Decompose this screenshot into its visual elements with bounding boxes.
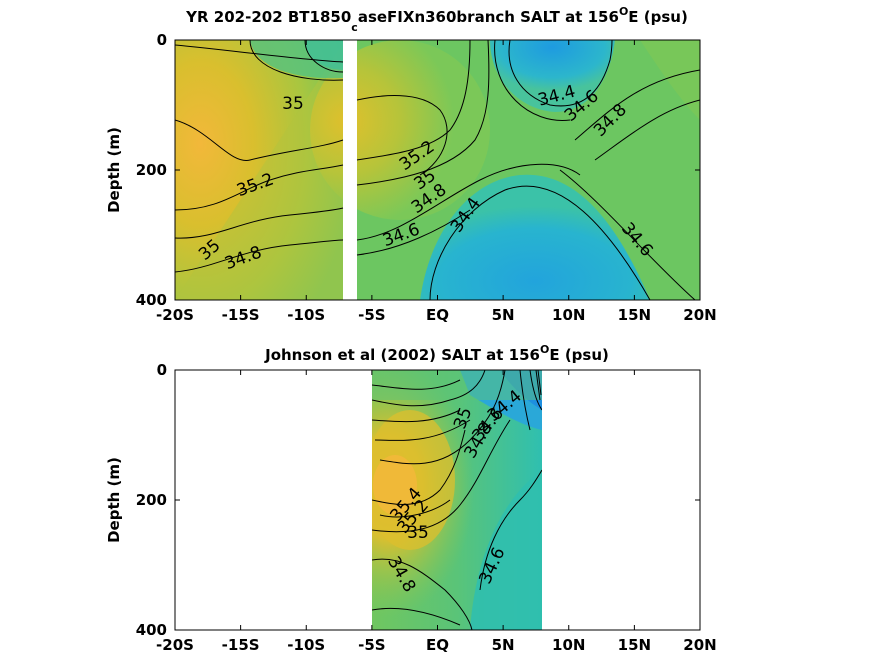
y-tick-label: 200 bbox=[136, 491, 167, 509]
y-tick-label: 200 bbox=[136, 161, 167, 179]
panel1-y-ticks: 0 200 400 bbox=[136, 31, 700, 309]
panel2-y-ticks: 0 200 400 bbox=[136, 361, 700, 639]
x-tick-label: -15S bbox=[222, 306, 260, 324]
x-tick-label: -5S bbox=[358, 636, 385, 654]
x-tick-label: -15S bbox=[222, 636, 260, 654]
panel2-field bbox=[372, 370, 542, 630]
panel2-contours bbox=[372, 370, 542, 630]
x-tick-label: 15N bbox=[618, 306, 651, 324]
x-tick-label: 20N bbox=[683, 306, 716, 324]
x-tick-label: 5N bbox=[492, 636, 515, 654]
panel2-ylabel: Depth (m) bbox=[105, 457, 123, 543]
panel1-x-ticks: -20S -15S -10S -5S EQ 5N 10N 15N 20N bbox=[156, 40, 717, 324]
x-tick-label: -5S bbox=[358, 306, 385, 324]
panel2-title: Johnson et al (2002) SALT at 156OE (psu) bbox=[264, 343, 609, 364]
y-tick-label: 0 bbox=[157, 31, 167, 49]
panel2-x-ticks: -20S -15S -10S -5S EQ 5N 10N 15N 20N bbox=[156, 370, 717, 654]
x-tick-label: -10S bbox=[287, 636, 325, 654]
x-tick-label: -20S bbox=[156, 306, 194, 324]
x-tick-label: 10N bbox=[552, 636, 585, 654]
x-tick-label: EQ bbox=[426, 636, 449, 654]
x-tick-label: EQ bbox=[426, 306, 449, 324]
panel1-title: YR 202-202 BT1850caseFIXn360branch SALT … bbox=[185, 5, 688, 34]
x-tick-label: -10S bbox=[287, 306, 325, 324]
panel1-field bbox=[175, 40, 700, 300]
x-tick-label: 15N bbox=[618, 636, 651, 654]
y-tick-label: 0 bbox=[157, 361, 167, 379]
y-tick-label: 400 bbox=[136, 291, 167, 309]
x-tick-label: 10N bbox=[552, 306, 585, 324]
x-tick-label: 5N bbox=[492, 306, 515, 324]
clabel: 35 bbox=[407, 523, 429, 543]
panel1-ylabel: Depth (m) bbox=[105, 127, 123, 213]
x-tick-label: 20N bbox=[683, 636, 716, 654]
y-tick-label: 400 bbox=[136, 621, 167, 639]
panel1-contours bbox=[175, 40, 700, 300]
x-tick-label: -20S bbox=[156, 636, 194, 654]
clabel: 35 bbox=[282, 94, 304, 114]
